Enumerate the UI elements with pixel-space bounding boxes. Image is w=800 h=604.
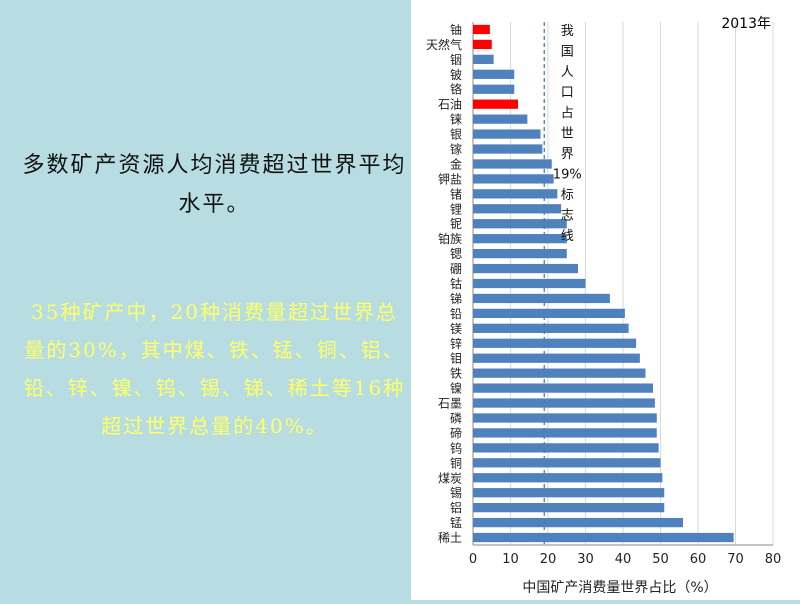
category-label: 金 [450, 156, 462, 171]
category-label: 铜 [450, 455, 462, 470]
category-label: 铟 [450, 53, 462, 67]
category-label: 铬 [450, 82, 462, 97]
bar [473, 174, 554, 184]
bar [473, 443, 659, 453]
chart-panel: 我国人口占世界 19%标志线 铀天然气铟铍铬石油铼银镓金钾盐锗锂铌铂族锶硼钴锑铅镁… [411, 0, 800, 600]
slide-heading: 多数矿产资源人均消费超过世界平均水平。 [22, 153, 407, 217]
bar [473, 368, 646, 378]
bar [473, 263, 578, 274]
category-label: 石墨 [438, 397, 462, 411]
category-label: 铂族 [438, 231, 462, 246]
category-label: 锡 [450, 485, 462, 500]
category-label: 铍 [450, 68, 462, 82]
category-label: 铝 [450, 500, 462, 515]
year-label: 2013年 [721, 16, 771, 32]
bar [473, 129, 541, 139]
category-label: 锑 [450, 292, 462, 306]
category-label: 钨 [450, 440, 462, 455]
bar [473, 383, 653, 393]
x-tick-label: 0 [469, 552, 477, 567]
x-tick-label: 80 [765, 552, 782, 567]
bar-chart: 我国人口占世界 19%标志线 铀天然气铟铍铬石油铼银镓金钾盐锗锂铌铂族锶硼钴锑铅镁… [426, 16, 781, 596]
bar [473, 99, 518, 109]
category-label: 铌 [450, 217, 462, 231]
reference-line-label: 我国人口占世界 19%标志线 [553, 24, 582, 244]
bar [473, 353, 640, 363]
x-tick-labels: 0 10 20 30 40 50 60 70 80 [469, 552, 781, 567]
bar [473, 204, 562, 214]
bar [473, 278, 586, 289]
bar [473, 323, 629, 333]
bar [473, 458, 661, 468]
category-label: 锶 [450, 247, 462, 261]
bar [473, 428, 657, 438]
bar [473, 219, 567, 229]
x-tick-label: 70 [727, 552, 744, 567]
bar [473, 308, 625, 319]
category-labels: 铀天然气铟铍铬石油铼银镓金钾盐锗锂铌铂族锶硼钴锑铅镁锌钼铁镍石墨磷碲钨铜煤炭锡铝… [426, 23, 462, 545]
category-label: 硼 [450, 262, 462, 276]
bar [473, 488, 665, 498]
bar [473, 84, 515, 94]
x-tick-label: 40 [615, 552, 632, 567]
bar [473, 293, 610, 304]
category-label: 镁 [450, 322, 462, 336]
bar [473, 159, 552, 169]
category-label: 钴 [450, 276, 462, 291]
bar [473, 24, 490, 35]
bar [473, 39, 492, 50]
bar [473, 532, 734, 543]
x-tick-label: 20 [540, 552, 557, 567]
category-label: 钼 [450, 352, 462, 366]
x-tick-label: 30 [577, 552, 594, 567]
category-label: 铀 [450, 23, 462, 37]
category-label: 锂 [450, 201, 462, 216]
category-label: 铼 [450, 113, 462, 127]
x-tick-label: 60 [690, 552, 707, 567]
reference-line-group: 我国人口占世界 19%标志线 [543, 22, 582, 545]
category-label: 磷 [450, 410, 462, 425]
category-label: 石油 [438, 98, 462, 112]
category-label: 煤炭 [438, 471, 462, 485]
bar [473, 189, 558, 199]
slide-body-text: 35种矿产中，20种消费量超过世界总量的30%，其中煤、铁、锰、铜、铝、铅、锌、… [23, 300, 406, 438]
x-axis-label: 中国矿产消费量世界占比（%） [522, 580, 717, 596]
category-label: 锰 [450, 515, 462, 530]
category-label: 银 [450, 128, 462, 142]
bar [473, 54, 494, 64]
bar [473, 473, 663, 483]
category-label: 镓 [450, 142, 462, 157]
category-label: 稀土 [438, 531, 462, 545]
category-label: 铁 [450, 367, 462, 381]
category-label: 镍 [450, 382, 462, 396]
category-label: 锗 [450, 186, 462, 201]
bar [473, 234, 567, 244]
bar [473, 413, 657, 423]
chart-grid [472, 22, 774, 546]
x-tick-label: 50 [652, 552, 669, 567]
bar [473, 503, 665, 513]
category-label: 天然气 [426, 37, 462, 52]
x-tick-label: 10 [502, 552, 519, 567]
chart-bars [473, 24, 734, 543]
category-label: 锌 [450, 337, 462, 351]
bar [473, 398, 655, 408]
bar [473, 114, 528, 124]
bar [473, 517, 683, 528]
category-label: 铅 [450, 307, 462, 321]
bar [473, 144, 543, 154]
bar [473, 248, 567, 259]
bar [473, 69, 515, 79]
bar [473, 338, 637, 348]
category-label: 碲 [450, 425, 462, 440]
category-label: 钾盐 [438, 172, 462, 186]
